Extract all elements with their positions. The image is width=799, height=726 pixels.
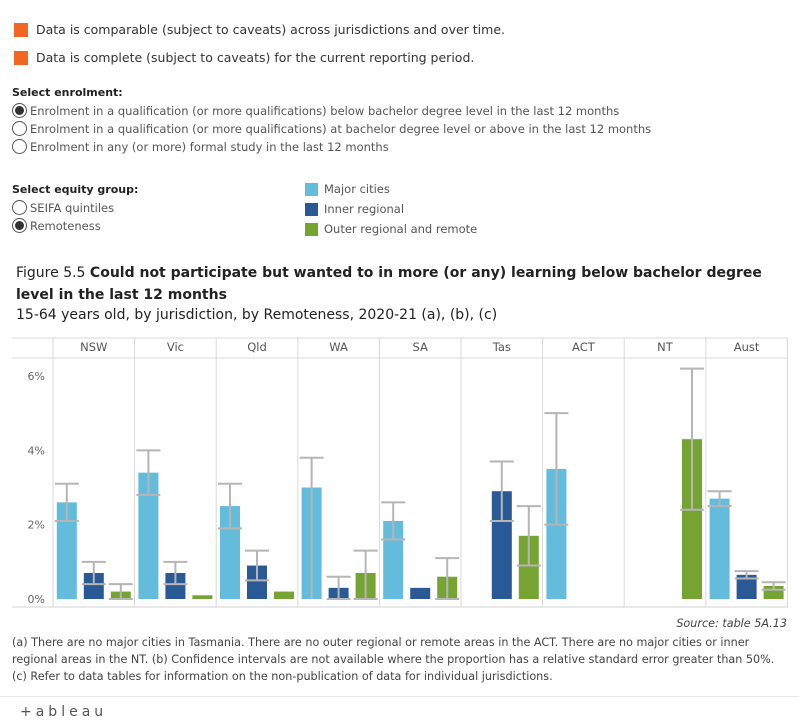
bar-major-cities	[546, 468, 567, 599]
legend-complete: Data is complete (subject to caveats) fo…	[14, 50, 474, 65]
category-label: WA	[329, 340, 348, 354]
equity-option-remoteness[interactable]: Remoteness	[12, 218, 101, 233]
equity-heading: Select equity group:	[12, 183, 139, 196]
radio-selected[interactable]	[12, 218, 27, 233]
outer-regional-swatch	[305, 222, 318, 236]
bar-inner-regional	[491, 491, 512, 599]
enrolment-option-label: Enrolment in any (or more) formal study …	[30, 139, 389, 154]
category-label: Tas	[492, 340, 511, 354]
category-label: Aust	[734, 340, 760, 354]
legend-inner-regional-label: Inner regional	[324, 202, 405, 216]
footnotes-text: (a) There are no major cities in Tasmani…	[12, 636, 775, 683]
inner-regional-swatch	[305, 202, 318, 216]
bar-chart: NSW Vic Qld WA SA Tas ACT NT Aust 0% 2% 4% 6%	[12, 337, 788, 608]
figure-title-text: Could not participate but wanted to in m…	[16, 265, 762, 303]
radio-unselected[interactable]	[12, 139, 27, 154]
bar-major-cities	[56, 502, 77, 599]
legend-outer-regional[interactable]: Outer regional and remote	[305, 222, 477, 236]
figure-title: Figure 5.5 Could not participate but wan…	[16, 262, 786, 306]
bar-outer-regional-and-remote	[192, 595, 213, 599]
bar-inner-regional	[736, 574, 757, 599]
legend-outer-regional-label: Outer regional and remote	[324, 222, 478, 236]
major-cities-swatch	[305, 182, 318, 196]
category-label: Vic	[167, 340, 184, 354]
radio-selected[interactable]	[12, 103, 27, 118]
category-label: NT	[657, 340, 674, 354]
radio-unselected[interactable]	[12, 200, 27, 215]
legend-comparable: Data is comparable (subject to caveats) …	[14, 22, 505, 37]
bar-major-cities	[138, 472, 159, 599]
tableau-logo[interactable]: +ableau	[20, 704, 108, 720]
y-tick-label: 4%	[28, 444, 45, 457]
y-tick-label: 0%	[28, 593, 45, 606]
equity-option-label: SEIFA quintiles	[30, 200, 115, 215]
legend-complete-label: Data is complete (subject to caveats) fo…	[36, 50, 475, 65]
bar-inner-regional	[247, 565, 267, 599]
category-label: NSW	[80, 340, 107, 354]
category-label: Qld	[247, 340, 267, 354]
bar-outer-regional-and-remote	[274, 591, 294, 599]
legend-major-cities[interactable]: Major cities	[305, 182, 390, 196]
y-tick-label: 6%	[28, 370, 45, 383]
bar-inner-regional	[83, 572, 104, 599]
enrolment-option-below-bachelor[interactable]: Enrolment in a qualification (or more qu…	[12, 103, 619, 118]
comparable-swatch	[14, 22, 28, 37]
legend-inner-regional[interactable]: Inner regional	[305, 202, 404, 216]
bar-inner-regional	[410, 587, 431, 599]
enrolment-option-label: Enrolment in a qualification (or more qu…	[30, 121, 652, 136]
bar-outer-regional-and-remote	[682, 439, 702, 599]
enrolment-heading: Select enrolment:	[12, 86, 123, 99]
enrolment-option-label: Enrolment in a qualification (or more qu…	[30, 103, 620, 118]
enrolment-option-bachelor-above[interactable]: Enrolment in a qualification (or more qu…	[12, 121, 651, 136]
figure-prefix: Figure 5.5	[16, 265, 90, 281]
bar-outer-regional-and-remote	[518, 535, 539, 599]
footer-divider	[0, 696, 799, 697]
figure-subtitle: 15-64 years old, by jurisdiction, by Rem…	[16, 307, 498, 323]
equity-option-label: Remoteness	[30, 218, 101, 233]
category-label: ACT	[572, 340, 596, 354]
legend-comparable-label: Data is comparable (subject to caveats) …	[36, 22, 505, 37]
complete-swatch	[14, 50, 28, 65]
category-label: SA	[413, 340, 429, 354]
bar-inner-regional	[165, 572, 186, 599]
enrolment-option-any-formal[interactable]: Enrolment in any (or more) formal study …	[12, 139, 389, 154]
equity-option-seifa[interactable]: SEIFA quintiles	[12, 200, 114, 215]
legend-major-cities-label: Major cities	[324, 182, 390, 196]
source-note: Source: table 5A.13	[676, 617, 787, 630]
bar-major-cities	[709, 498, 730, 599]
radio-unselected[interactable]	[12, 121, 27, 136]
y-tick-label: 2%	[28, 519, 45, 532]
footnotes: (a) There are no major cities in Tasmani…	[12, 634, 792, 685]
